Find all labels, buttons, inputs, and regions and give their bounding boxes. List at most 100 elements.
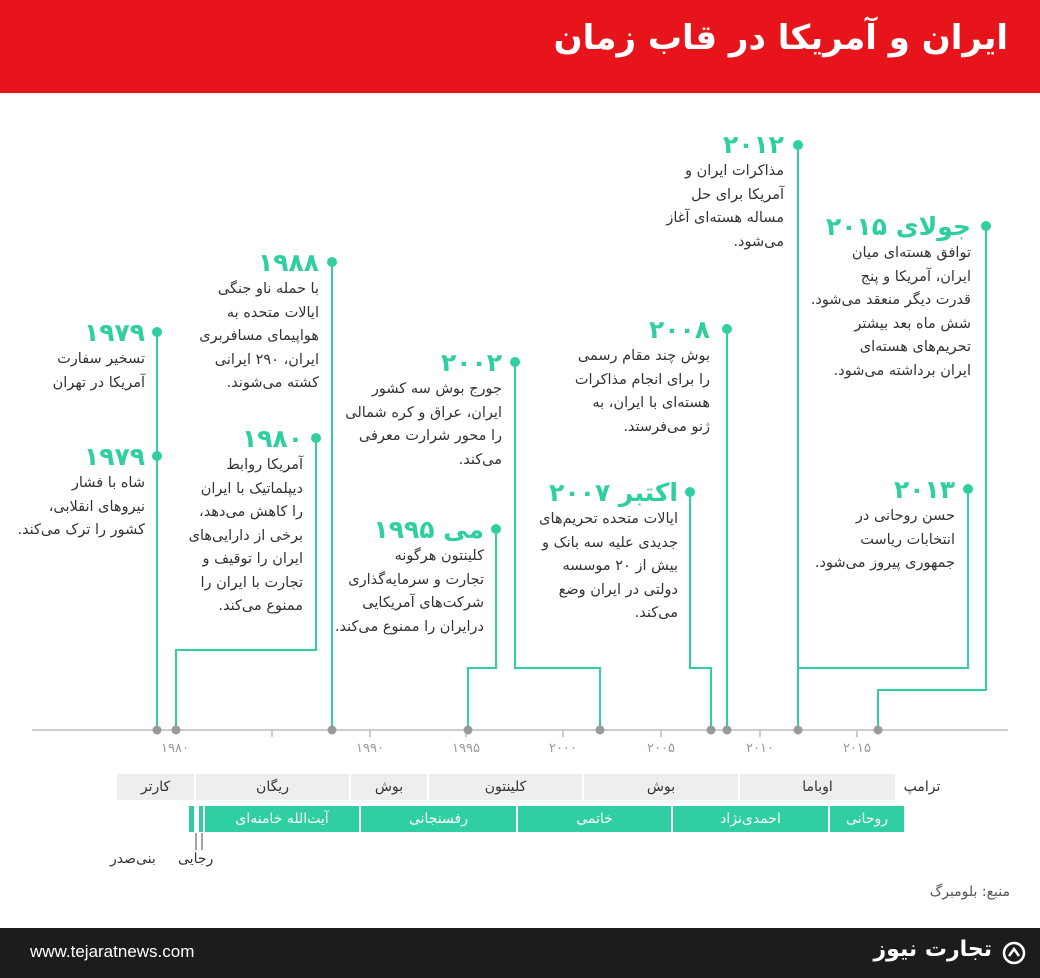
event-text-line: آمریکا برای حل <box>691 186 784 203</box>
event-text-line: ایران، آمریکا و پنج <box>860 268 971 285</box>
event-dot <box>152 451 162 461</box>
connector-lines <box>156 145 987 730</box>
event-text-line: تجارت با ایران را <box>200 574 303 591</box>
president-bar-bush-jr: بوش <box>584 774 740 800</box>
event-1979-shah: ۱۹۷۹ شاه با فشار نیروهای انقلابی، کشور ر… <box>17 442 145 543</box>
event-text-line: تسخیر سفارت <box>57 351 145 367</box>
event-1980: ۱۹۸۰ آمریکا روابط دیپلماتیک با ایران را … <box>189 424 303 619</box>
event-text-line: ایران، ۲۹۰ ایرانی <box>214 351 319 368</box>
iran-bar-khamenei: آیت‌الله خامنه‌ای <box>205 806 361 832</box>
axis-dot <box>873 725 883 735</box>
axis-tick-marks <box>271 731 858 737</box>
source-note: منبع: بلومبرگ <box>929 884 1010 900</box>
event-text-line: هسته‌ای با ایران، به <box>592 395 710 411</box>
event-dot <box>327 257 337 267</box>
connector-2013 <box>798 489 969 669</box>
event-year: ۲۰۰۸ <box>648 315 710 344</box>
event-2007: اکتبر ۲۰۰۷ ایالات متحده تحریم‌های جدیدی … <box>539 478 678 626</box>
event-text-line: ممنوع می‌کند. <box>218 598 303 614</box>
event-2002: ۲۰۰۲ جورج بوش سه کشور ایران، عراق و کره … <box>345 348 502 472</box>
event-text-line: ایران را توقیف و <box>202 551 303 567</box>
event-text-line: بیش از ۲۰ موسسه <box>562 558 678 574</box>
event-text-line: شش ماه بعد بیشتر <box>854 315 971 332</box>
brand-logo-icon <box>1002 941 1026 965</box>
event-text: مذاکرات ایران و آمریکا برای حل مساله هست… <box>666 160 784 254</box>
event-dot <box>152 327 162 337</box>
event-text-line: ایران برداشته می‌شود. <box>833 362 971 379</box>
event-text-line: قدرت دیگر منعقد می‌شود. <box>810 292 971 308</box>
event-text-line: کشور را ترک می‌کند. <box>17 522 145 538</box>
president-bar-trump: ترامپ <box>903 779 941 795</box>
iran-bar-rouhani: روحانی <box>830 806 906 832</box>
note-rajaei: رجایی <box>178 851 214 867</box>
axis-dot <box>171 725 181 735</box>
event-text-line: مذاکرات ایران و <box>685 163 784 179</box>
event-text-line: می‌کند. <box>634 605 678 621</box>
event-text-line: برخی از دارایی‌های <box>188 527 303 544</box>
event-text: ایالات متحده تحریم‌های جدیدی علیه سه بان… <box>539 508 678 626</box>
event-text-line: حسن روحانی در <box>855 508 955 524</box>
event-dot <box>311 433 321 443</box>
axis-tick-label: ۱۹۸۰ <box>161 741 189 756</box>
event-text-line: نیروهای انقلابی، <box>48 498 145 515</box>
event-text-line: دیپلماتیک با ایران <box>200 480 303 497</box>
axis-tick-label: ۲۰۱۵ <box>843 741 871 756</box>
president-bar-reagan: ریگان <box>196 774 351 800</box>
event-dot <box>510 357 520 367</box>
connector-2002 <box>514 362 601 730</box>
event-year: ۱۹۷۹ <box>83 318 145 347</box>
event-text-line: ژنو می‌فرستد. <box>623 418 710 435</box>
event-text-line: دولتی در ایران وضع <box>558 581 678 598</box>
axis-tick-label: ۱۹۹۵ <box>452 741 480 756</box>
footer-bar: www.tejaratnews.com تجارت نیوز <box>0 928 1040 978</box>
event-dot <box>981 221 991 231</box>
event-2012: ۲۰۱۲ مذاکرات ایران و آمریکا برای حل مسال… <box>666 130 784 254</box>
axis-dot <box>595 725 605 735</box>
event-text-line: شرکت‌های آمریکایی <box>362 595 484 611</box>
event-year: ۲۰۰۲ <box>440 348 502 377</box>
website-link[interactable]: www.tejaratnews.com <box>30 942 195 961</box>
iran-bar-rafsanjani: رفسنجانی <box>361 806 518 832</box>
event-text: جورج بوش سه کشور ایران، عراق و کره شمالی… <box>345 378 502 472</box>
event-2013: ۲۰۱۳ حسن روحانی در انتخابات ریاست جمهوری… <box>815 475 955 576</box>
event-text-line: درایران را ممنوع می‌کند. <box>334 618 484 635</box>
event-text-line: جورج بوش سه کشور <box>371 381 502 397</box>
event-text-line: را برای انجام مذاکرات <box>574 371 710 388</box>
axis-tick-label: ۱۹۹۰ <box>356 741 384 756</box>
note-banisadr: بنی‌صدر <box>110 851 156 867</box>
event-text-line: ایالات متحده تحریم‌های <box>539 511 678 527</box>
event-text: حسن روحانی در انتخابات ریاست جمهوری پیرو… <box>815 505 955 576</box>
event-text-line: جمهوری پیروز می‌شود. <box>814 555 955 571</box>
iran-bar-rajaei <box>199 806 203 832</box>
connector-2015 <box>877 226 987 730</box>
president-bar-bush-sr: بوش <box>351 774 429 800</box>
event-text: شاه با فشار نیروهای انقلابی، کشور را ترک… <box>17 472 145 543</box>
event-text-line: تحریم‌های هسته‌ای <box>859 339 971 355</box>
event-1988: ۱۹۸۸ با حمله ناو جنگی ایالات متحده به هو… <box>199 248 319 396</box>
event-text: تسخیر سفارت آمریکا در تهران <box>53 348 145 395</box>
event-2015: جولای ۲۰۱۵ توافق هسته‌ای میان ایران، آمر… <box>811 212 971 383</box>
event-dot <box>963 484 973 494</box>
event-text: توافق هسته‌ای میان ایران، آمریکا و پنج ق… <box>811 242 971 383</box>
event-text-line: را کاهش می‌دهد، <box>199 504 303 520</box>
iran-bar-ahmadinejad: احمدی‌نژاد <box>673 806 830 832</box>
event-dot <box>685 487 695 497</box>
connector-1995 <box>467 529 497 730</box>
event-text: با حمله ناو جنگی ایالات متحده به هواپیما… <box>199 278 319 396</box>
event-text: آمریکا روابط دیپلماتیک با ایران را کاهش … <box>189 454 303 619</box>
axis-dot <box>152 725 162 735</box>
event-text-line: با حمله ناو جنگی <box>217 281 319 297</box>
axis-tick-label: ۲۰۰۰ <box>549 741 577 756</box>
axis-dots <box>152 725 883 735</box>
event-text-line: آمریکا روابط <box>226 457 303 473</box>
connector-1980 <box>175 438 317 730</box>
axis-tick-label: ۲۰۰۵ <box>647 741 675 756</box>
iran-note-lines <box>195 833 203 850</box>
event-1979-embassy: ۱۹۷۹ تسخیر سفارت آمریکا در تهران <box>53 318 145 395</box>
event-dot <box>793 140 803 150</box>
event-text-line: شاه با فشار <box>71 475 145 491</box>
event-year: جولای ۲۰۱۵ <box>826 212 971 241</box>
event-text-line: جدیدی علیه سه بانک و <box>541 534 678 551</box>
brand-name: تجارت نیوز <box>873 937 992 962</box>
event-text-line: هواپیمای مسافربری <box>199 328 319 344</box>
